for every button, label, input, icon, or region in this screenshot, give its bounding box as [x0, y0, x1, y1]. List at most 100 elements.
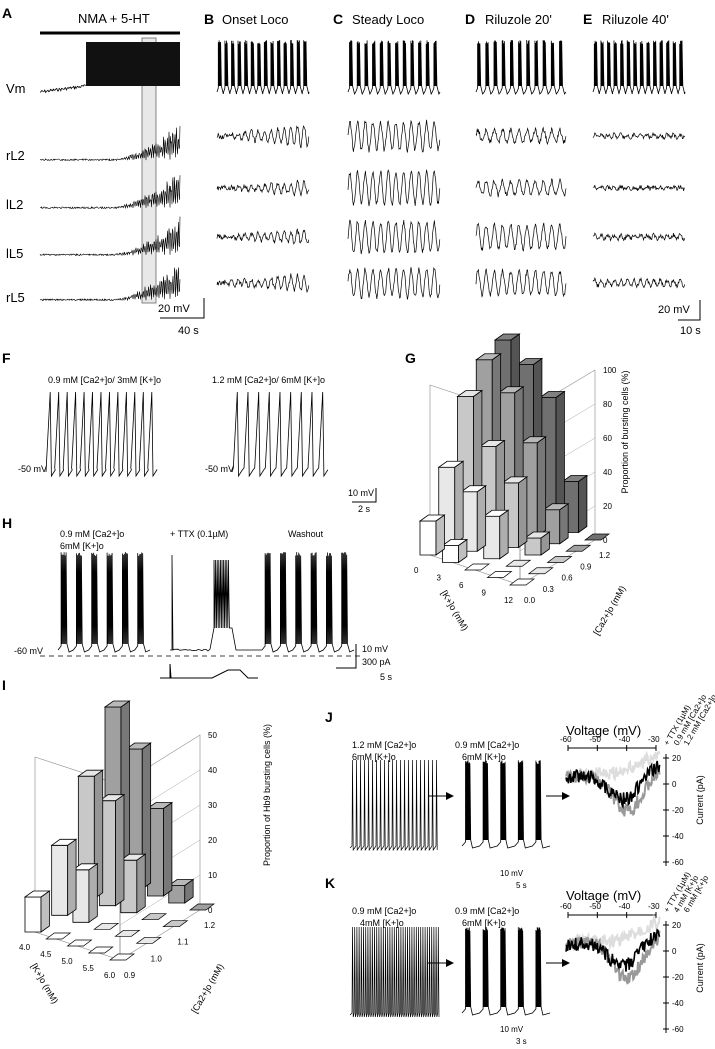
- i-tick-label: 20: [672, 754, 681, 763]
- root-osc-col1-row4: [216, 273, 310, 293]
- i-tick-label: 20: [672, 921, 681, 930]
- bar-zero-cell: [188, 903, 216, 911]
- bar-0.9-0-top: [23, 890, 51, 898]
- panel-G-chart: 0 20 40 60 80 100 12 9 6 3 0 0.0 0.3 0.6 0.9 1.2: [414, 333, 617, 605]
- bar-0.6-1-top: [478, 440, 506, 447]
- z-tick-label: 60: [603, 434, 612, 443]
- z-tick-label: 10: [208, 871, 217, 880]
- root-osc-col3-row3: [475, 221, 567, 252]
- z-tick-label: 20: [603, 502, 612, 511]
- bar-1.2-3-side: [578, 474, 588, 534]
- panel-K-cond2b: 6mM [K+]o: [462, 918, 506, 928]
- i-tick-label: -60: [672, 858, 684, 867]
- k-tick-label: 0: [414, 566, 419, 575]
- panel-label-C: C: [333, 11, 343, 27]
- bar-0.9-0-front: [24, 896, 42, 933]
- bar-zero-cell: [583, 533, 611, 541]
- v-tick-label: -50: [589, 902, 601, 911]
- panel-H-vm: -60 mV: [14, 646, 43, 656]
- panel-label-J: J: [325, 709, 333, 725]
- ca-tick-label: 0.3: [543, 585, 555, 594]
- bar-zero-cell: [135, 936, 162, 944]
- panel-K-vlabel: Voltage (mV): [566, 888, 641, 903]
- panel-K-scale-t: 3 s: [516, 1037, 527, 1046]
- bar-zero-cell: [45, 932, 72, 940]
- trace-label-ll5: lL5: [6, 246, 23, 261]
- ca-tick-label: 0.9: [580, 562, 592, 571]
- panel-F-vm1: -50 mV: [18, 464, 47, 474]
- bar-zero-cell: [527, 567, 554, 575]
- panel-label-I: I: [2, 677, 6, 693]
- vm-baseline: [39, 84, 86, 94]
- bar-1.1-0-top: [77, 769, 104, 777]
- panel-label-G: G: [405, 350, 416, 366]
- panel-K-ilabel: Current (pA): [695, 943, 705, 993]
- ca-tick-label: 1.2: [204, 921, 216, 930]
- root-osc-col1-row2: [216, 179, 310, 197]
- bar-0.3-0-top: [437, 460, 465, 468]
- ttx-plateau-trace: [170, 554, 262, 652]
- z-tick-label: 40: [603, 468, 612, 477]
- k-tick-label: 4.5: [40, 950, 52, 959]
- i-tick-label: -20: [672, 973, 684, 982]
- panel-B-title: Onset Loco: [222, 12, 289, 27]
- bar-zero-cell: [66, 939, 93, 947]
- bursting-trace-col1: [216, 39, 310, 95]
- v-tick-label: -50: [589, 735, 601, 744]
- panel-G-ylabel: [Ca2+]o (mM): [591, 584, 627, 637]
- panel-A-traces: [39, 42, 181, 302]
- i-tick-label: -20: [672, 806, 684, 815]
- bar-zero-cell: [141, 913, 168, 921]
- bar-1.1-1-top: [98, 794, 126, 802]
- tonic-firing-trace: [349, 759, 438, 852]
- root-osc-col3-row1: [475, 126, 567, 146]
- panel-H-scale-v: 10 mV: [362, 644, 388, 654]
- panel-K-scale-v: 10 mV: [500, 1025, 524, 1034]
- ca-tick-label: 0.0: [524, 596, 536, 605]
- v-tick-label: -40: [619, 735, 631, 744]
- bursting-trace-col3: [475, 39, 567, 95]
- k-tick-label: 3: [437, 574, 442, 583]
- bar-zero-cell: [108, 953, 136, 961]
- panel-J-cond2a: 0.9 mM [Ca2+]o: [455, 740, 519, 750]
- panel-I-chart: 0 10 20 30 40 50 6.0 5.5 5.0 4.5 4.0 0.9 1.0 1.1 1.2: [19, 700, 217, 980]
- bar-1.0-0-top: [50, 838, 78, 846]
- panel-A-title: NMA + 5-HT: [78, 11, 150, 26]
- panel-A-scale-v: 20 mV: [158, 303, 190, 315]
- panel-K-cond1a: 0.9 mM [Ca2+]o: [352, 906, 416, 916]
- k-tick-label: 5.0: [62, 957, 74, 966]
- panel-G-zlabel: Proportion of bursting cells (%): [620, 370, 630, 493]
- bar-1.2-3-top: [167, 879, 195, 886]
- bar-1.0-0-front: [51, 844, 69, 916]
- v-tick-label: -30: [648, 902, 660, 911]
- bar-0.9-2-side: [536, 435, 547, 538]
- panel-G-xlabel: [K+]o (mM): [439, 589, 470, 633]
- gridline: [119, 909, 201, 961]
- ca-tick-label: 0.9: [124, 971, 136, 980]
- bar-0.6-2-side: [518, 476, 528, 549]
- vm-spiking-block: [86, 42, 180, 86]
- bar-1.1-2-top: [119, 853, 147, 861]
- k-tick-label: 12: [504, 596, 513, 605]
- root-trace-2: [39, 175, 181, 210]
- bar-1.2-0-top: [103, 700, 131, 708]
- trace-label-rl2: rL2: [6, 148, 25, 163]
- bar-zero-cell: [546, 556, 573, 563]
- panel-label-E: E: [583, 11, 592, 27]
- z-tick-label: 0: [208, 906, 213, 915]
- panel-H-scale-t: 5 s: [380, 672, 393, 682]
- panel-H-cond-b: 6mM [K+]o: [60, 541, 104, 551]
- bar-1.2-1-top: [125, 742, 152, 750]
- v-tick-label: -60: [560, 735, 572, 744]
- k-tick-label: 4.0: [19, 943, 31, 952]
- bar-1.2-0-top: [493, 333, 521, 341]
- bar-0.0-0-top: [418, 514, 446, 522]
- panel-I-xlabel: [K+]o (mM): [29, 962, 60, 1006]
- z-tick-label: 40: [208, 766, 217, 775]
- bar-0.3-1-top: [460, 485, 487, 493]
- tonic-firing-trace: [349, 926, 440, 1018]
- bar-0.6-3-front: [524, 537, 542, 556]
- panel-label-H: H: [2, 515, 12, 531]
